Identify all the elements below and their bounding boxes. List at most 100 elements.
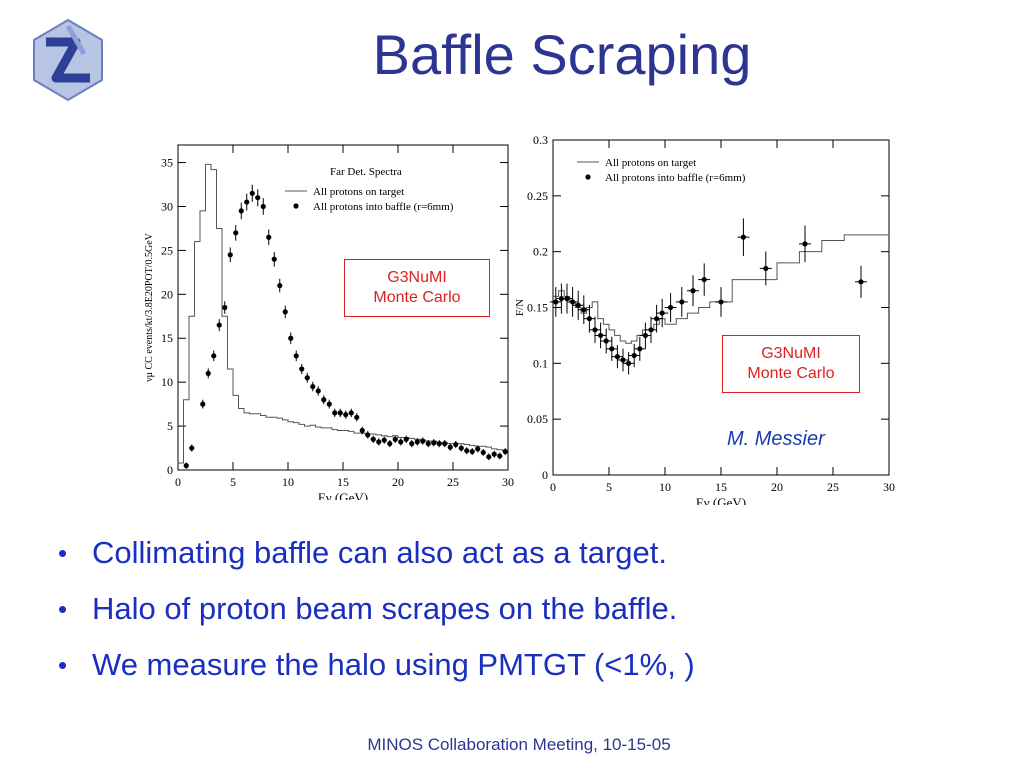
data-point: [763, 265, 769, 272]
data-point: [486, 454, 492, 460]
bullet-item: • Halo of proton beam scrapes on the baff…: [58, 584, 695, 640]
data-point: [354, 414, 360, 420]
data-point: [315, 388, 321, 394]
data-point: [398, 439, 404, 445]
data-point: [858, 279, 864, 285]
data-point: [668, 304, 674, 311]
data-point: [598, 332, 604, 339]
y-tick-label: 0.3: [533, 133, 548, 147]
data-point: [381, 437, 387, 443]
data-point: [436, 441, 442, 447]
y-tick-label: 20: [161, 287, 173, 301]
monte-carlo-label-left: G3NuMI Monte Carlo: [344, 259, 490, 317]
x-tick-label: 25: [827, 480, 839, 494]
data-point: [637, 346, 643, 352]
data-point: [480, 449, 486, 456]
data-point: [592, 327, 598, 333]
data-point: [414, 439, 420, 445]
legend-marker-baffle: [585, 174, 591, 180]
data-point: [332, 410, 338, 416]
data-point: [260, 203, 266, 210]
bullet-text: Collimating baffle can also act as a tar…: [92, 535, 667, 570]
y-tick-label: 35: [161, 156, 173, 170]
data-point: [403, 436, 409, 442]
data-point: [277, 282, 283, 289]
x-tick-label: 0: [550, 480, 556, 494]
data-point: [233, 230, 239, 236]
data-point: [614, 354, 620, 360]
data-point: [238, 208, 244, 214]
data-point: [642, 332, 648, 339]
y-tick-label: 10: [161, 375, 173, 389]
data-point: [293, 353, 299, 359]
data-point: [425, 441, 431, 447]
y-axis-label: F/N: [515, 299, 526, 316]
data-point: [431, 440, 437, 446]
box-right-line2: Monte Carlo: [747, 365, 835, 382]
data-point: [631, 352, 637, 359]
legend-label-baffle: All protons into baffle (r=6mm): [313, 201, 454, 213]
data-point: [502, 448, 508, 455]
x-tick-label: 30: [883, 480, 895, 494]
data-point: [497, 453, 503, 459]
data-point: [409, 441, 415, 447]
data-point: [370, 436, 376, 442]
data-point: [337, 410, 343, 416]
data-point: [581, 307, 587, 313]
y-tick-label: 0: [167, 463, 173, 477]
chart-title: Far Det. Spectra: [330, 166, 402, 178]
data-point: [802, 241, 808, 247]
x-tick-label: 15: [715, 480, 727, 494]
data-point: [475, 446, 481, 452]
data-point: [620, 357, 626, 363]
data-point: [288, 335, 294, 341]
y-tick-label: 0.1: [533, 356, 548, 370]
data-point: [718, 299, 724, 305]
data-point: [570, 299, 576, 305]
data-point: [255, 195, 261, 201]
data-point: [211, 353, 217, 359]
data-point: [216, 322, 222, 328]
slide-title: Baffle Scraping: [372, 23, 752, 86]
data-point: [244, 199, 250, 205]
monte-carlo-label-right: G3NuMI Monte Carlo: [722, 335, 860, 393]
data-point: [266, 234, 272, 240]
box-left-line1: G3NuMI: [387, 269, 447, 286]
x-tick-label: 20: [771, 480, 783, 494]
data-point: [227, 252, 233, 258]
y-tick-label: 0.2: [533, 245, 548, 259]
data-point: [200, 401, 206, 407]
data-point: [392, 436, 398, 442]
bullet-text: We measure the halo using PMTGT (<1%, ): [92, 647, 695, 682]
data-point: [603, 338, 609, 344]
x-tick-label: 0: [175, 475, 181, 489]
y-axis-label: νμ CC events/kt/3.8E20POT/0.5GeV: [144, 232, 155, 382]
far-detector-spectra-plot: 0 5 10 15 20 25 30 0 5 10 15 20 25 30 35 Eν (GeV) νμ CC …: [140, 135, 515, 505]
x-tick-label: 5: [230, 475, 236, 489]
bullet-list: • Collimating baffle can also act as a ta…: [58, 528, 695, 696]
data-point: [387, 441, 393, 447]
data-point: [310, 383, 316, 390]
bullet-item: • Collimating baffle can also act as a ta…: [58, 528, 695, 584]
y-tick-label: 5: [167, 419, 173, 433]
y-tick-label: 0.25: [527, 189, 548, 203]
y-tick-label: 0: [542, 468, 548, 482]
data-point: [648, 327, 654, 333]
data-point: [654, 316, 660, 322]
data-point: [464, 448, 470, 454]
data-point: [469, 448, 475, 455]
data-point: [271, 256, 277, 262]
data-point: [740, 234, 746, 240]
data-point: [348, 410, 354, 416]
data-point: [299, 366, 305, 372]
bullet-text: Halo of proton beam scrapes on the baffl…: [92, 591, 678, 626]
y-tick-label: 0.15: [527, 301, 548, 315]
legend-label-baffle: All protons into baffle (r=6mm): [605, 172, 746, 184]
y-tick-label: 25: [161, 243, 173, 257]
box-right-line1: G3NuMI: [761, 345, 821, 362]
data-point: [442, 441, 448, 447]
data-point: [304, 375, 310, 381]
box-left-line2: Monte Carlo: [373, 289, 461, 306]
x-tick-label: 5: [606, 480, 612, 494]
minos-logo-icon: [22, 14, 114, 106]
